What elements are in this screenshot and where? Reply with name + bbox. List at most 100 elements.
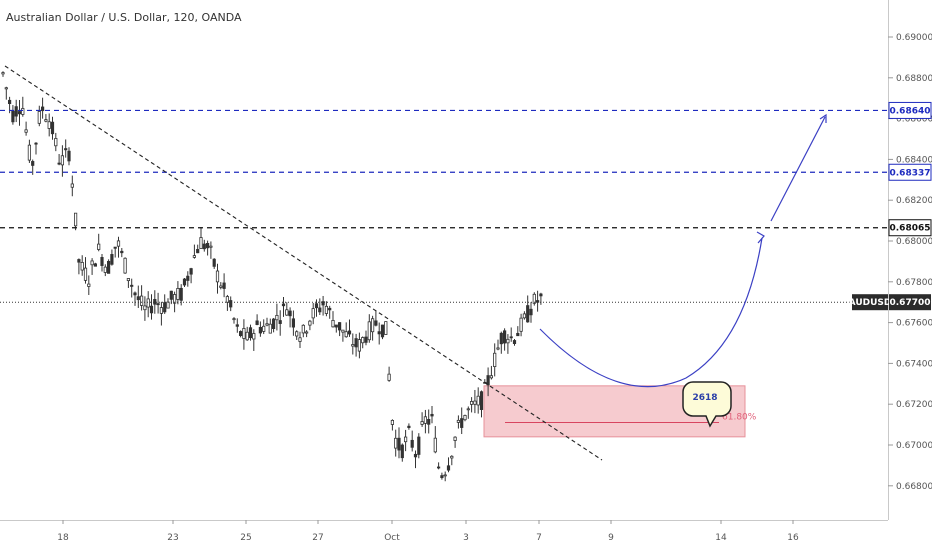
candle-body bbox=[502, 330, 507, 344]
candle-body bbox=[14, 106, 18, 117]
candle bbox=[189, 267, 193, 284]
x-tick-label: 25 bbox=[240, 533, 251, 543]
level-layer bbox=[0, 109, 888, 303]
candle-body bbox=[21, 108, 25, 115]
candle-body bbox=[225, 296, 229, 303]
candle-body bbox=[182, 278, 187, 286]
annotation-bubble-text: 2618 bbox=[692, 393, 717, 403]
candle-body bbox=[407, 425, 411, 428]
current-price-box bbox=[889, 294, 931, 311]
candle-body bbox=[196, 249, 200, 254]
candle bbox=[328, 305, 332, 319]
candle-body bbox=[222, 282, 226, 289]
candle-body bbox=[27, 144, 32, 161]
candle bbox=[205, 240, 210, 256]
candle-body bbox=[120, 250, 124, 254]
candle bbox=[354, 333, 358, 357]
candle bbox=[31, 159, 35, 175]
candle-body bbox=[215, 270, 220, 283]
candle-body bbox=[139, 295, 144, 306]
x-tick-label: 23 bbox=[167, 533, 178, 543]
candle bbox=[139, 285, 144, 311]
candle-body bbox=[238, 331, 243, 337]
candle bbox=[44, 114, 48, 123]
candle-body bbox=[367, 321, 371, 341]
candle-body bbox=[347, 330, 352, 335]
candle-body bbox=[413, 453, 418, 458]
candle bbox=[248, 324, 253, 341]
candle bbox=[466, 406, 470, 419]
candle-body bbox=[377, 331, 381, 335]
candle bbox=[446, 457, 451, 473]
candle bbox=[321, 295, 325, 316]
candle-body bbox=[430, 413, 434, 417]
candle bbox=[374, 310, 378, 327]
candle-body bbox=[192, 255, 196, 258]
fib-level-label: 61.80% bbox=[722, 413, 757, 423]
candle-body bbox=[262, 325, 266, 332]
candle bbox=[334, 324, 338, 333]
candle-body bbox=[1, 72, 5, 75]
candle bbox=[143, 296, 147, 321]
time-axis[interactable]: 18 23 25 27 Oct 3 7 9 14 16 bbox=[57, 520, 799, 543]
candle-body bbox=[473, 400, 477, 405]
candle-body bbox=[80, 262, 84, 271]
candle-body bbox=[34, 142, 38, 145]
candle-body bbox=[344, 331, 348, 338]
price-axis[interactable]: 0.69000 0.68800 0.68600 0.68400 0.68200 0.680… bbox=[888, 33, 932, 492]
candle-body bbox=[522, 313, 527, 319]
candle bbox=[436, 462, 441, 470]
candle bbox=[252, 329, 256, 351]
candle bbox=[110, 249, 114, 266]
candle bbox=[159, 301, 163, 326]
candle-body bbox=[202, 243, 206, 250]
candle bbox=[361, 336, 365, 349]
price-level-value: 0.68065 bbox=[890, 224, 931, 234]
candle-body bbox=[242, 328, 246, 339]
y-tick-label: 0.67200 bbox=[896, 400, 932, 410]
y-tick-label: 0.68000 bbox=[896, 237, 932, 247]
candle-body bbox=[278, 320, 282, 324]
descending-trendline bbox=[4, 65, 603, 461]
candle bbox=[93, 262, 97, 267]
candle bbox=[209, 241, 213, 259]
candle bbox=[331, 311, 335, 328]
candle-body bbox=[308, 320, 312, 326]
candle bbox=[413, 450, 418, 469]
candle-body bbox=[337, 322, 342, 331]
candle-body bbox=[229, 300, 233, 308]
y-tick-label: 0.67600 bbox=[896, 319, 932, 329]
candle bbox=[433, 426, 437, 454]
candle bbox=[407, 423, 411, 430]
candle bbox=[47, 113, 51, 137]
candle-body bbox=[268, 323, 272, 334]
price-level-box bbox=[888, 219, 932, 237]
candle-body bbox=[24, 129, 28, 133]
candle bbox=[410, 430, 414, 452]
x-tick-label: 14 bbox=[715, 533, 727, 543]
candle bbox=[532, 292, 536, 306]
candle bbox=[41, 97, 45, 119]
candle-body bbox=[93, 263, 97, 267]
candle-body bbox=[427, 418, 431, 425]
candle-body bbox=[384, 321, 388, 335]
candle-body bbox=[176, 288, 180, 300]
candle-body bbox=[54, 138, 58, 147]
candle-body bbox=[31, 161, 35, 166]
candle-body bbox=[357, 339, 362, 352]
current-price-value: 0.67700 bbox=[890, 298, 931, 308]
candle-body bbox=[271, 318, 276, 329]
candle bbox=[232, 317, 236, 324]
candle-body bbox=[295, 331, 299, 337]
candle bbox=[463, 414, 467, 422]
candle-body bbox=[232, 318, 236, 321]
candle-body bbox=[11, 110, 15, 123]
candle bbox=[456, 415, 461, 429]
candle-body bbox=[252, 333, 256, 340]
candle bbox=[486, 367, 490, 397]
candle-body bbox=[351, 344, 355, 347]
candle-body bbox=[516, 332, 520, 337]
candle-body bbox=[311, 308, 315, 319]
candle bbox=[288, 307, 292, 328]
candle bbox=[304, 330, 309, 338]
